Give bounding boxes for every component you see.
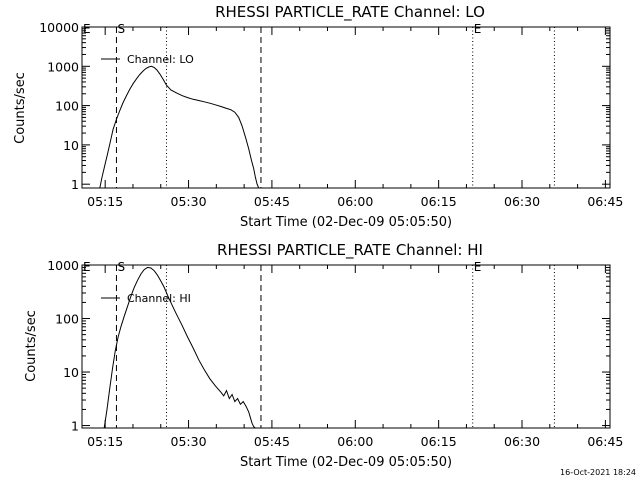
y-tick-label: 10000 xyxy=(39,20,79,35)
chart-title: RHESSI PARTICLE_RATE Channel: HI xyxy=(217,241,483,260)
series-line xyxy=(103,266,256,428)
x-tick-label: 05:30 xyxy=(171,194,207,209)
y-tick-label: 10 xyxy=(63,138,79,153)
legend: Channel: HI xyxy=(101,292,191,305)
event-marker-label: E xyxy=(83,22,91,36)
x-tick-label: 06:30 xyxy=(504,434,540,449)
plot-frame xyxy=(81,26,611,189)
series-line xyxy=(99,65,260,188)
x-tick-label: 06:45 xyxy=(587,194,623,209)
footer-timestamp: 16-Oct-2021 18:24 xyxy=(560,468,636,477)
x-tick-label: 06:00 xyxy=(337,194,373,209)
panel-channel-hi: RHESSI PARTICLE_RATE Channel: HI Counts/… xyxy=(24,241,623,470)
y-tick-label: 1000 xyxy=(47,258,79,273)
y-axis-label: Counts/sec xyxy=(13,72,28,144)
x-tick-label: 05:45 xyxy=(254,194,290,209)
x-tick-label: 05:15 xyxy=(87,434,123,449)
y-tick-label: 1 xyxy=(71,419,79,434)
legend: Channel: LO xyxy=(101,53,194,66)
y-tick-label: 100 xyxy=(55,99,79,114)
x-tick-label: 06:30 xyxy=(504,194,540,209)
x-tick-label: 06:45 xyxy=(587,434,623,449)
event-marker-label: E xyxy=(474,22,482,36)
event-marker-label: S xyxy=(117,22,125,36)
x-axis-label: Start Time (02-Dec-09 05:05:50) xyxy=(240,215,452,230)
event-marker-label: E xyxy=(83,260,91,274)
x-tick-label: 06:15 xyxy=(421,434,457,449)
legend-label: Channel: HI xyxy=(127,292,191,305)
x-tick-label: 05:15 xyxy=(87,194,123,209)
x-tick-label: 05:30 xyxy=(171,434,207,449)
x-axis-label: Start Time (02-Dec-09 05:05:50) xyxy=(240,455,452,470)
x-tick-label: 06:00 xyxy=(337,434,373,449)
x-tick-label: 06:15 xyxy=(421,194,457,209)
y-axis-label: Counts/sec xyxy=(24,310,39,382)
event-marker-label: E xyxy=(474,260,482,274)
y-tick-label: 1 xyxy=(71,177,79,192)
y-tick-label: 1000 xyxy=(47,59,79,74)
plot-frame xyxy=(81,264,611,429)
y-tick-label: 10 xyxy=(63,365,79,380)
legend-label: Channel: LO xyxy=(127,53,194,66)
y-tick-label: 100 xyxy=(55,312,79,327)
chart-title: RHESSI PARTICLE_RATE Channel: LO xyxy=(215,3,485,22)
x-tick-label: 05:45 xyxy=(254,434,290,449)
event-marker-label: S xyxy=(117,260,125,274)
panel-channel-lo: RHESSI PARTICLE_RATE Channel: LO Counts/… xyxy=(13,3,623,230)
